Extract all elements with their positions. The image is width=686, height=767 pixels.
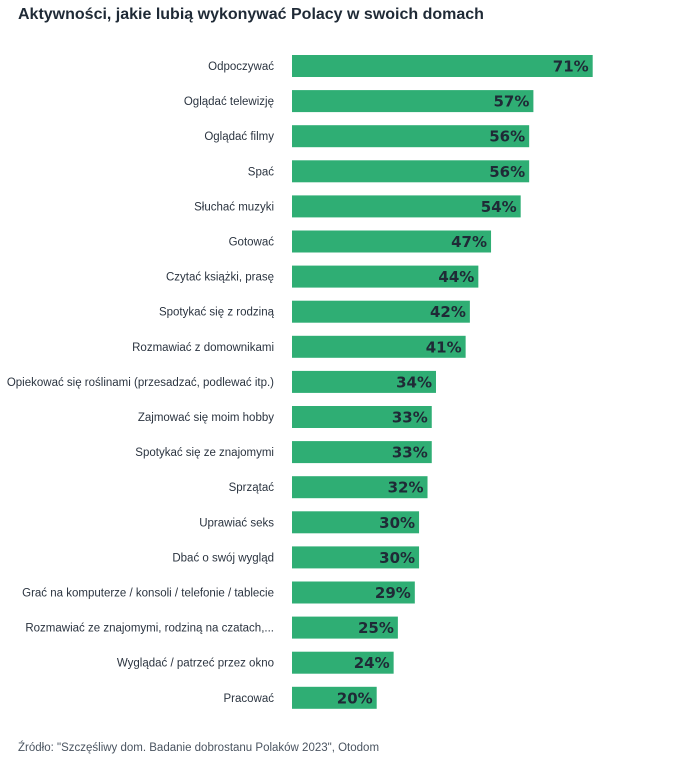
bar-7: [292, 300, 470, 323]
category-label-6: Czytać książki, prasę: [166, 272, 274, 284]
category-label-14: Dbać o swój wygląd: [172, 552, 274, 564]
category-label-15: Grać na komputerze / konsoli / telefonie…: [22, 588, 274, 600]
category-label-10: Zajmować się moim hobby: [138, 412, 274, 424]
bar-12: [292, 476, 428, 499]
value-label-18: 20%: [337, 689, 373, 707]
bar-8: [292, 335, 466, 358]
bars-group: Odpoczywać 71% Oglądać telewizję 57% Oglądać…: [7, 55, 593, 709]
category-label-8: Rozmawiać z domownikami: [132, 342, 274, 354]
value-label-2: 56%: [489, 128, 525, 146]
category-label-3: Spać: [248, 166, 274, 178]
category-label-12: Sprzątać: [229, 482, 275, 494]
value-label-3: 56%: [489, 163, 525, 181]
value-label-0: 71%: [553, 58, 589, 76]
bar-6: [292, 265, 479, 288]
value-label-11: 33%: [392, 444, 428, 462]
bar-14: [292, 546, 420, 569]
bar-16: [292, 616, 398, 639]
value-label-1: 57%: [493, 93, 529, 111]
category-label-0: Odpoczywać: [208, 61, 274, 73]
category-label-17: Wyglądać / patrzeć przez okno: [117, 658, 274, 670]
category-label-5: Gotować: [229, 237, 275, 249]
bar-9: [292, 370, 436, 393]
category-label-16: Rozmawiać ze znajomymi, rodziną na czata…: [25, 623, 274, 635]
category-label-1: Oglądać telewizję: [184, 96, 274, 108]
value-label-17: 24%: [354, 654, 390, 672]
value-label-13: 30%: [379, 514, 415, 532]
category-label-13: Uprawiać seks: [199, 517, 274, 529]
category-label-18: Pracować: [224, 693, 275, 705]
source-note: Źródło: "Szczęśliwy dom. Badanie dobrost…: [18, 742, 380, 754]
bar-5: [292, 230, 492, 253]
category-label-11: Spotykać się ze znajomymi: [135, 447, 274, 459]
bar-0: [292, 55, 593, 77]
value-label-4: 54%: [481, 198, 517, 216]
value-label-10: 33%: [392, 409, 428, 427]
value-label-8: 41%: [426, 338, 462, 356]
value-label-6: 44%: [438, 268, 474, 286]
category-label-9: Opiekować się roślinami (przesadzać, pod…: [7, 377, 274, 389]
value-label-15: 29%: [375, 584, 411, 602]
value-label-12: 32%: [388, 479, 424, 497]
category-label-7: Spotykać się z rodziną: [159, 307, 275, 319]
value-label-7: 42%: [430, 303, 466, 321]
value-label-5: 47%: [451, 233, 487, 251]
bar-11: [292, 441, 432, 464]
bar-18: [292, 686, 377, 709]
bar-2: [292, 125, 530, 148]
bar-15: [292, 581, 415, 604]
value-label-9: 34%: [396, 373, 432, 391]
bar-3: [292, 160, 530, 183]
bar-10: [292, 406, 432, 428]
category-label-4: Słuchać muzyki: [194, 201, 274, 213]
chart-title: Aktywności, jakie lubią wykonywać Polacy…: [18, 6, 484, 23]
bar-17: [292, 651, 394, 674]
value-label-16: 25%: [358, 619, 394, 637]
category-label-2: Oglądać filmy: [204, 131, 274, 143]
bar-13: [292, 511, 420, 534]
bar-1: [292, 90, 534, 113]
value-label-14: 30%: [379, 549, 415, 567]
bar-4: [292, 195, 521, 218]
